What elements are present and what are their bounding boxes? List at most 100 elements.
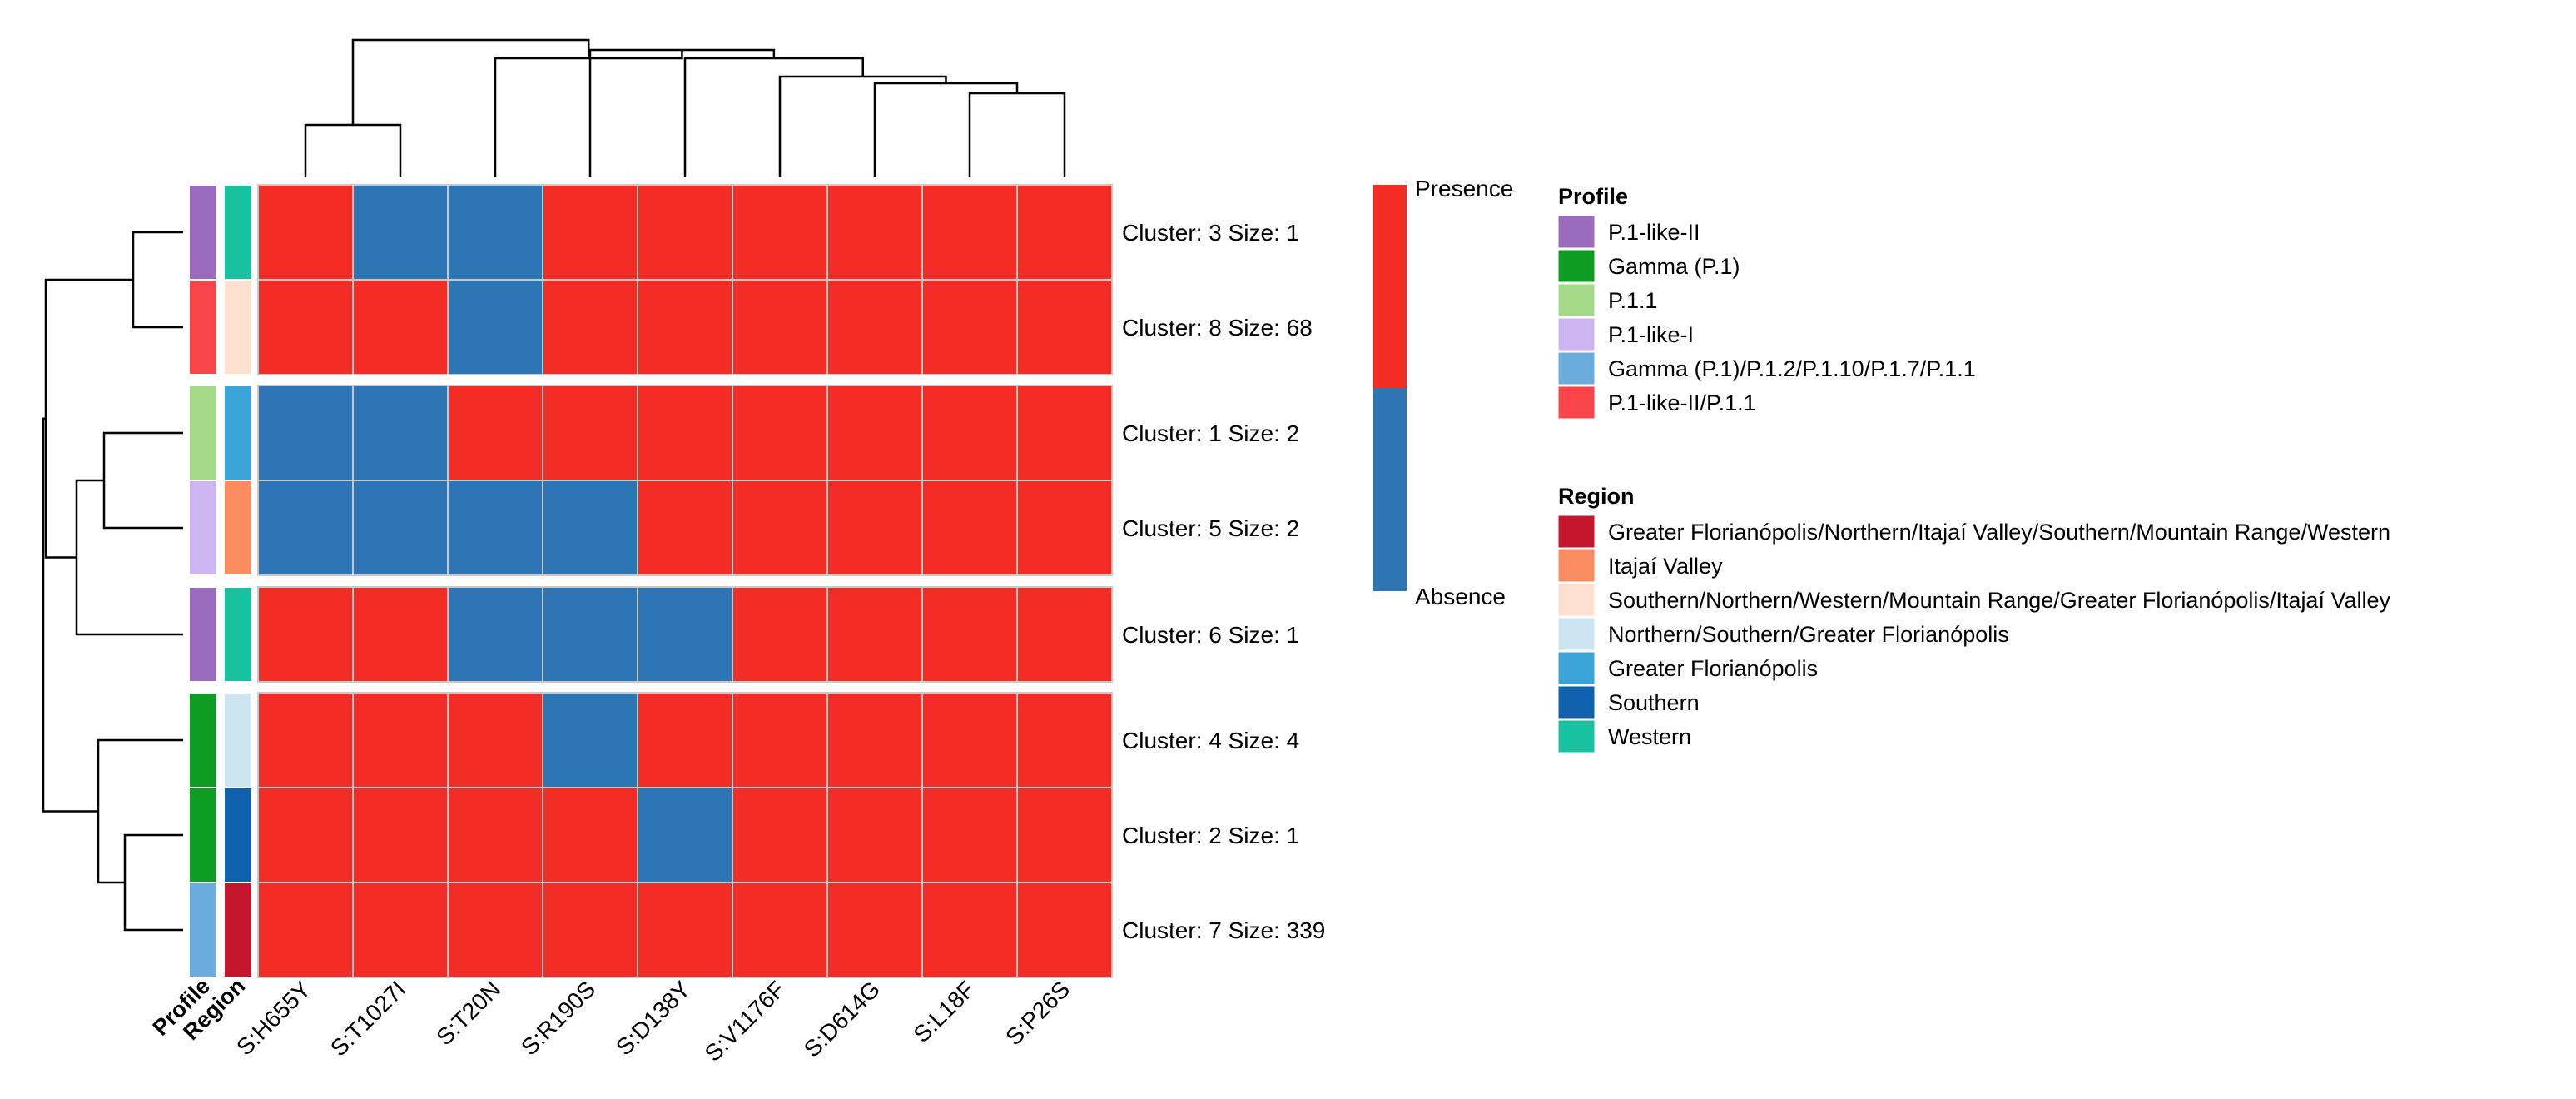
region-annotation-cell-2 <box>225 281 251 374</box>
heatmap-cell-6-s-d614g <box>826 692 923 788</box>
region-legend-swatch <box>1557 583 1596 617</box>
row-label-3: Cluster: 1 Size: 2 <box>1122 420 1299 446</box>
column-label-s-p26s: S:P26S <box>1000 976 1075 1050</box>
column-dendrogram-link <box>968 92 1066 177</box>
row-label-5: Cluster: 6 Size: 1 <box>1122 622 1299 648</box>
profile-annotation-cell-2 <box>190 281 216 374</box>
heatmap-cell-3-s-h655y <box>257 385 354 481</box>
heatmap-cell-8-s-p26s <box>1016 882 1113 978</box>
column-label-s-d614g: S:D614G <box>799 976 885 1062</box>
region-annotation-cell-1 <box>225 186 251 279</box>
profile-annotation-cell-4 <box>190 481 216 574</box>
heatmap-cell-8-s-t20n <box>447 882 543 978</box>
absence-label: Absence <box>1415 584 1506 609</box>
heatmap-cell-2-s-h655y <box>257 279 354 375</box>
row-labels: Cluster: 3 Size: 1 Cluster: 8 Size: 68 Clu… <box>1122 220 1325 943</box>
profile-legend-swatch <box>1557 385 1596 420</box>
heatmap-cell-7-s-p26s <box>1016 787 1113 883</box>
heatmap-cell-8-s-d138y <box>637 882 733 978</box>
heatmap-cell-4-s-d138y <box>637 480 733 576</box>
region-legend-swatch <box>1557 719 1596 753</box>
heatmap-cell-5-s-l18f <box>921 586 1018 683</box>
profile-annotation-cell-7 <box>190 788 216 882</box>
column-label-s-t20n: S:T20N <box>431 976 505 1050</box>
region-annotation-cell-5 <box>225 588 251 681</box>
heatmap-cell-8-s-h655y <box>257 882 354 978</box>
heatmap-cell-4-s-r190s <box>542 480 638 576</box>
row-label-1: Cluster: 3 Size: 1 <box>1122 220 1299 246</box>
column-dendrogram-link <box>778 75 947 177</box>
heatmap-cell-8-s-r190s <box>542 882 638 978</box>
heatmap-cell-8-s-d614g <box>826 882 923 978</box>
heatmap-cell-4-s-d614g <box>826 480 923 576</box>
row-label-4: Cluster: 5 Size: 2 <box>1122 515 1299 541</box>
absence-color-bar <box>1373 388 1407 591</box>
column-dendrogram-root <box>351 38 590 125</box>
profile-legend-swatch <box>1557 215 1596 249</box>
heatmap-cell-7-s-h655y <box>257 787 354 883</box>
row-dendrogram-link <box>102 431 183 530</box>
heatmap-cell-5-s-t1027i <box>352 586 449 683</box>
heatmap-cell-1-s-h655y <box>257 184 354 281</box>
region-legend-swatch <box>1557 685 1596 719</box>
heatmap-cell-1-s-d138y <box>637 184 733 281</box>
heatmap-cell-2-s-r190s <box>542 279 638 375</box>
column-dendrogram-link <box>588 48 776 177</box>
region-legend-label: Greater Florianópolis/Northern/Itajaí Va… <box>1608 520 2390 545</box>
profile-legend: Profile P.1-like-II Gamma (P.1) P.1.1 P.1-li… <box>1557 184 1976 420</box>
region-legend-label: Southern <box>1608 690 1700 715</box>
heatmap-cell-6-s-r190s <box>542 692 638 788</box>
heatmap-cell-1-s-l18f <box>921 184 1018 281</box>
region-legend-label: Southern/Northern/Western/Mountain Range… <box>1608 588 2390 613</box>
region-legend-swatch <box>1557 617 1596 651</box>
heatmap-cell-7-s-l18f <box>921 787 1018 883</box>
heatmap-cell-4-s-p26s <box>1016 480 1113 576</box>
heatmap-cell-4-s-t20n <box>447 480 543 576</box>
region-legend-label: Northern/Southern/Greater Florianópolis <box>1608 622 2009 647</box>
row-label-7: Cluster: 2 Size: 1 <box>1122 823 1299 848</box>
row-label-6: Cluster: 4 Size: 4 <box>1122 728 1299 753</box>
row-dendrogram-link <box>132 231 183 329</box>
region-annotation-cell-7 <box>225 788 251 882</box>
heatmap-cell-8-s-v1176f <box>732 882 828 978</box>
heatmap-cell-3-s-r190s <box>542 385 638 481</box>
profile-legend-label: P.1-like-I <box>1608 322 1694 347</box>
row-dendrogram-link <box>44 278 133 559</box>
row-dendrogram-link <box>123 833 183 932</box>
profile-legend-label: P.1-like-II <box>1608 220 1700 245</box>
region-legend-swatch <box>1557 549 1596 583</box>
profile-legend-swatch <box>1557 249 1596 283</box>
row-dendrogram-root <box>42 417 98 813</box>
heatmap-cells <box>257 184 1113 978</box>
region-annotation-cell-6 <box>225 694 251 787</box>
column-label-s-t1027i: S:T1027I <box>325 976 410 1061</box>
column-dendrogram-link <box>494 50 683 177</box>
region-annotation-cell-8 <box>225 883 251 977</box>
heatmap-cell-4-s-v1176f <box>732 480 828 576</box>
heatmap-cell-7-s-d138y <box>637 787 733 883</box>
profile-annotation-cell-8 <box>190 883 216 977</box>
column-label-s-r190s: S:R190S <box>516 976 600 1060</box>
presence-label: Presence <box>1415 176 1513 201</box>
profile-legend-swatch <box>1557 317 1596 351</box>
profile-annotation-cell-1 <box>190 186 216 279</box>
profile-legend-swatch <box>1557 351 1596 385</box>
heatmap-cell-1-s-t1027i <box>352 184 449 281</box>
region-legend-label: Greater Florianópolis <box>1608 656 1818 681</box>
column-labels: S:H655Y S:T1027I S:T20N S:R190S S:D138Y S:V11… <box>231 976 1075 1067</box>
heatmap-cell-3-s-t1027i <box>352 385 449 481</box>
column-dendrogram-link <box>873 82 1019 177</box>
heatmap-cell-8-s-l18f <box>921 882 1018 978</box>
heatmap-cell-7-s-v1176f <box>732 787 828 883</box>
heatmap-cell-4-s-l18f <box>921 480 1018 576</box>
heatmap-cell-7-s-t20n <box>447 787 543 883</box>
region-legend-title: Region <box>1558 484 1635 509</box>
profile-legend-label: Gamma (P.1)/P.1.2/P.1.10/P.1.7/P.1.1 <box>1608 356 1976 381</box>
heatmap-cell-8-s-t1027i <box>352 882 449 978</box>
heatmap-cell-3-s-v1176f <box>732 385 828 481</box>
heatmap-cell-7-s-d614g <box>826 787 923 883</box>
heatmap-cell-5-s-d614g <box>826 586 923 683</box>
profile-annotation-cell-5 <box>190 588 216 681</box>
heatmap-cell-5-s-p26s <box>1016 586 1113 683</box>
